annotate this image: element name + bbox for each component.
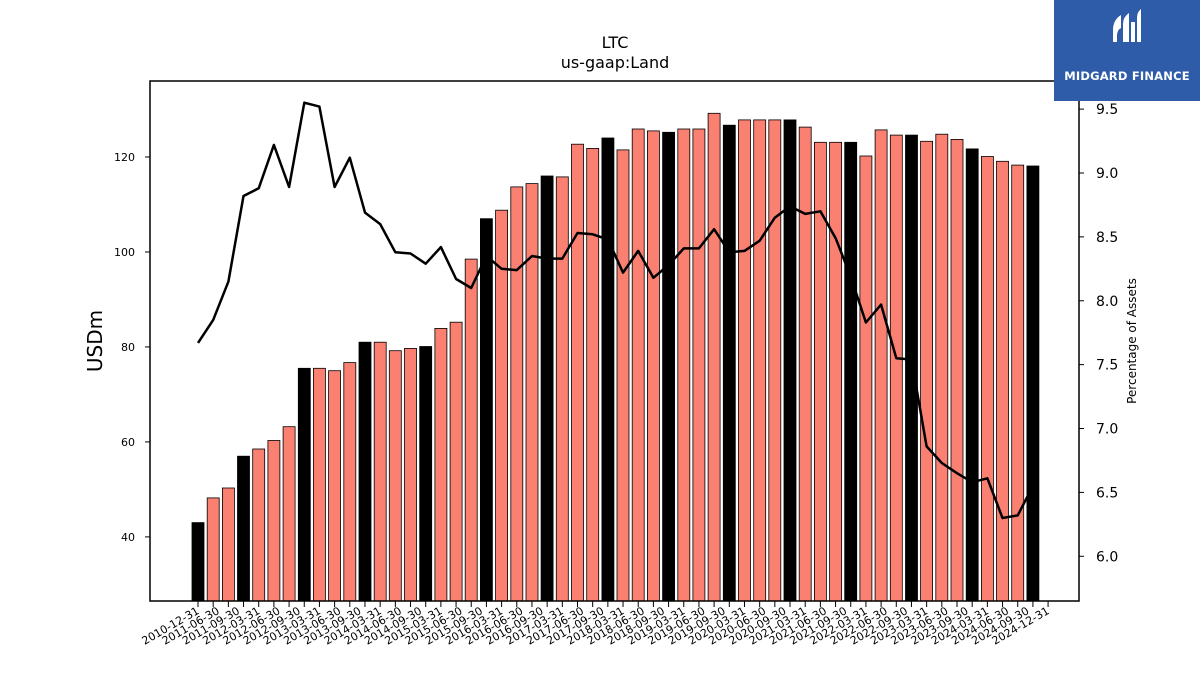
bar	[282, 426, 296, 602]
bar	[434, 327, 448, 602]
y2-tick-label: 9.5	[1096, 102, 1118, 118]
bar	[707, 112, 721, 602]
bar	[889, 134, 903, 602]
bar	[738, 119, 751, 602]
bar	[404, 347, 417, 602]
bar	[844, 141, 858, 602]
bar	[555, 176, 569, 602]
y-tick-label: 100	[114, 246, 135, 259]
bar	[1026, 165, 1040, 602]
bar	[237, 455, 250, 602]
bar	[1011, 164, 1025, 602]
bar	[312, 367, 326, 602]
bar	[935, 133, 949, 602]
chart-subtitle: us-gaap:Land	[561, 53, 670, 72]
bar	[965, 148, 979, 602]
bar	[373, 341, 387, 602]
bar	[206, 497, 220, 602]
bar	[388, 350, 402, 602]
bar	[920, 140, 933, 602]
bar	[525, 183, 539, 602]
bar	[449, 321, 463, 602]
bar	[616, 149, 630, 602]
bar	[267, 440, 281, 602]
y-tick-label: 120	[114, 151, 135, 164]
bar	[768, 119, 782, 602]
bar	[783, 119, 797, 602]
bar	[631, 128, 645, 602]
bar	[586, 147, 600, 602]
bar	[540, 175, 554, 602]
bar	[464, 258, 478, 602]
y2-tick-label: 9.0	[1096, 166, 1118, 182]
bar	[221, 487, 235, 602]
y2-tick-label: 8.5	[1096, 230, 1118, 246]
bar	[859, 155, 873, 602]
line-series	[196, 101, 1035, 520]
y-axis-label: USDm	[83, 310, 107, 372]
bar	[510, 186, 524, 602]
logo-text: MIDGARD FINANCE	[1064, 69, 1190, 83]
y-tick-label: 40	[121, 531, 135, 544]
bar	[753, 119, 767, 602]
bar	[905, 134, 918, 602]
bar	[722, 124, 736, 602]
bar	[798, 126, 812, 602]
y2-axis: 6.0 6.5 7.0 7.5 8.0 8.5 9.0 9.5	[1079, 102, 1118, 565]
y2-axis-label: Percentage of Assets	[1125, 278, 1139, 404]
plot-frame	[149, 80, 1080, 602]
y2-tick-label: 7.0	[1096, 422, 1118, 438]
bar	[829, 141, 842, 602]
bar	[950, 138, 964, 602]
y2-tick-label: 7.5	[1096, 358, 1118, 374]
bar	[479, 218, 493, 602]
bar	[328, 370, 342, 602]
bar	[252, 448, 266, 602]
bar	[996, 160, 1009, 602]
bar	[981, 156, 994, 602]
chart-title: LTC	[602, 33, 629, 52]
x-axis: 2010-12-312011-06-302011-09-302012-03-31…	[140, 601, 1052, 648]
bar	[874, 129, 888, 602]
bar	[662, 131, 675, 602]
logo-icon	[1113, 9, 1141, 42]
bar	[343, 362, 357, 602]
bar	[601, 137, 615, 602]
y2-tick-label: 8.0	[1096, 294, 1118, 310]
percentage-line	[196, 101, 1035, 520]
bar	[297, 367, 311, 602]
midgard-finance-logo: MIDGARD FINANCE	[1054, 0, 1200, 101]
y-tick-label: 60	[121, 436, 135, 449]
y2-tick-label: 6.0	[1096, 549, 1118, 565]
bar	[419, 346, 433, 602]
bar	[677, 128, 691, 602]
bar-series	[191, 112, 1040, 602]
bar	[647, 130, 660, 602]
y-axis: 40 60 80 100 120	[114, 151, 150, 544]
bar	[571, 143, 584, 602]
y-tick-label: 80	[121, 341, 135, 354]
bar	[191, 522, 205, 602]
bar	[358, 341, 372, 602]
y2-tick-label: 6.5	[1096, 485, 1118, 501]
bar	[692, 128, 706, 602]
